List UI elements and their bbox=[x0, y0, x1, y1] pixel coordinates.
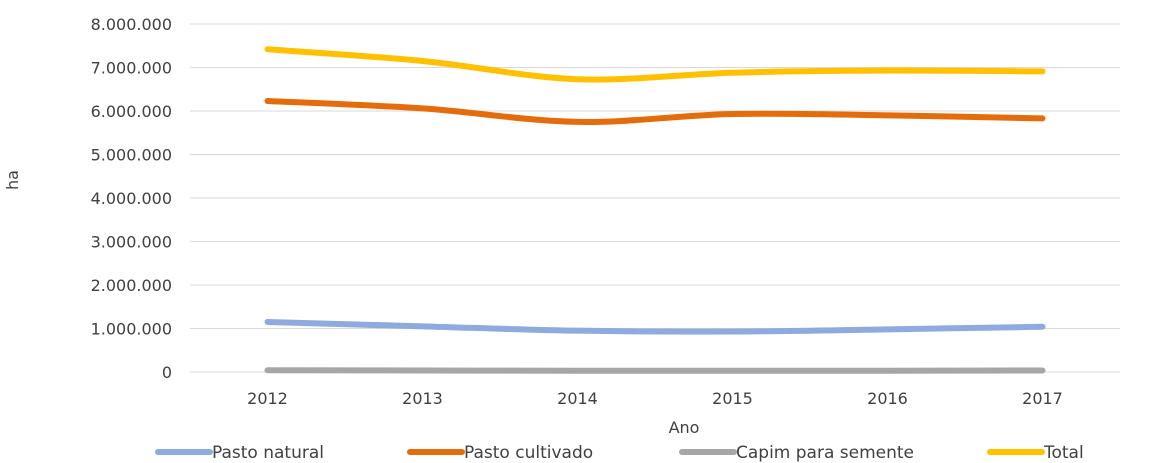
y-tick-label: 3.000.000 bbox=[91, 233, 172, 252]
y-tick-label: 5.000.000 bbox=[91, 146, 172, 165]
series-line bbox=[264, 97, 1046, 125]
x-tick-label: 2015 bbox=[712, 389, 753, 408]
x-tick-label: 2013 bbox=[402, 389, 443, 408]
series-line bbox=[264, 46, 1046, 83]
legend: Pasto natural Pasto cultivado Capim para s… bbox=[155, 443, 1084, 463]
y-tick-label: 1.000.000 bbox=[91, 320, 172, 339]
y-tick-label: 4.000.000 bbox=[91, 189, 172, 208]
x-tick-label: 2016 bbox=[867, 389, 908, 408]
y-tick-label: 0 bbox=[162, 363, 172, 382]
x-tick-label: 2012 bbox=[247, 389, 288, 408]
gridlines bbox=[190, 23, 1120, 373]
y-tick-label: 2.000.000 bbox=[91, 276, 172, 295]
y-axis-ticks: 0 1.000.000 2.000.000 3.000.000 4.000.000 5.0… bbox=[91, 15, 172, 382]
series-line bbox=[264, 318, 1046, 335]
y-tick-label: 7.000.000 bbox=[91, 59, 172, 78]
y-axis-title: ha bbox=[3, 170, 22, 190]
legend-label: Pasto natural bbox=[212, 443, 324, 463]
x-axis-ticks: 2012 2013 2014 2015 2016 2017 bbox=[247, 389, 1063, 408]
y-tick-label: 8.000.000 bbox=[91, 15, 172, 34]
x-axis-title: Ano bbox=[669, 418, 700, 437]
legend-label: Total bbox=[1043, 443, 1084, 463]
x-tick-label: 2017 bbox=[1022, 389, 1063, 408]
legend-label: Pasto cultivado bbox=[464, 443, 593, 463]
series-lines bbox=[264, 46, 1046, 374]
y-tick-label: 6.000.000 bbox=[91, 102, 172, 121]
legend-label: Capim para semente bbox=[736, 443, 914, 463]
x-tick-label: 2014 bbox=[557, 389, 598, 408]
